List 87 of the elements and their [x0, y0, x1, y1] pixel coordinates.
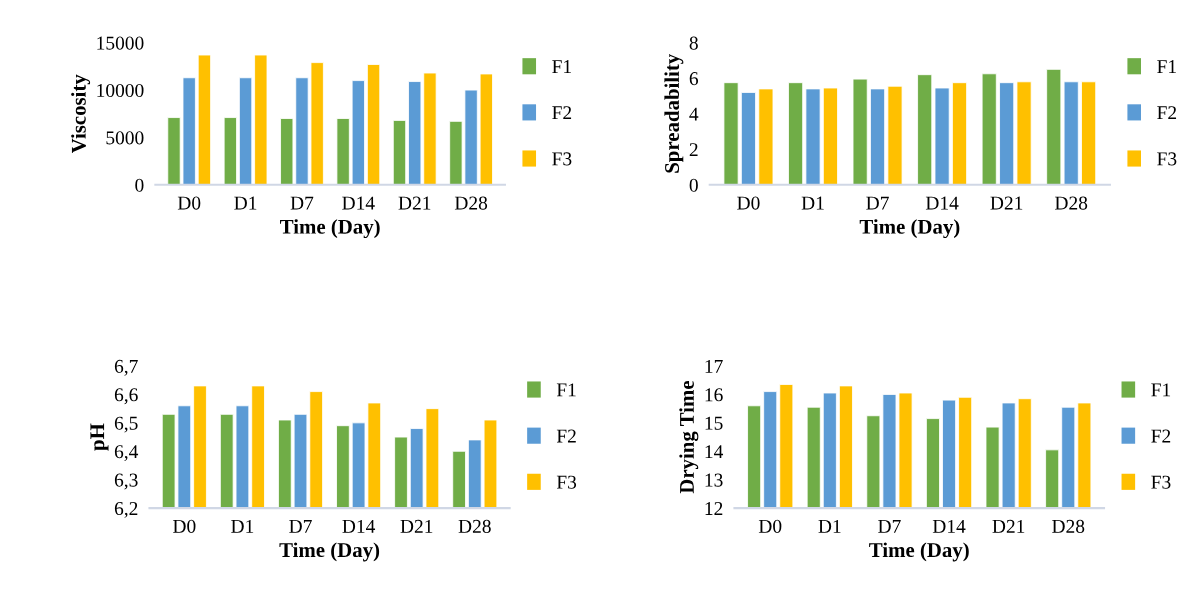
y-axis-title: Drying Time: [679, 380, 699, 494]
x-tick-label: D0: [173, 519, 196, 533]
bar: [952, 82, 968, 185]
bar: [197, 54, 212, 185]
legend-label: F3: [1151, 475, 1171, 489]
y-tick-label: 5000: [106, 131, 144, 145]
bar: [788, 82, 804, 185]
x-tick-label: D14: [342, 519, 376, 533]
legend-label: F3: [556, 475, 577, 489]
y-tick-label: 17: [705, 359, 723, 373]
y-tick-label: 13: [705, 473, 723, 487]
legend-label: F3: [552, 152, 572, 166]
x-tick-label: D14: [932, 519, 966, 533]
x-tick-label: D0: [177, 196, 201, 210]
legend-label: F1: [552, 60, 571, 73]
x-tick-label: D7: [290, 196, 314, 210]
x-tick-label: D28: [458, 519, 491, 533]
y-tick-label: 6,7: [114, 359, 138, 376]
bar: [981, 73, 997, 185]
bar: [870, 88, 886, 185]
x-axis-title: Time (Day): [280, 219, 380, 239]
x-tick-label: D21: [992, 519, 1025, 533]
x-tick-label: D7: [289, 520, 312, 533]
legend-label: F1: [1157, 60, 1176, 73]
legend-label: F2: [552, 106, 572, 120]
bar: [392, 119, 407, 185]
bar: [254, 54, 268, 185]
bar: [238, 77, 253, 185]
x-tick-label: D21: [398, 196, 431, 210]
x-axis-title: Time (Day): [859, 219, 960, 239]
bar: [805, 88, 821, 185]
y-tick-label: 6: [689, 72, 699, 86]
y-axis-title: Spreadability: [664, 53, 684, 173]
x-tick-label: D7: [878, 520, 901, 533]
x-tick-label: D28: [454, 196, 488, 210]
y-tick-label: 16: [705, 388, 723, 402]
y-tick-label: 8: [689, 36, 698, 50]
legend-label: F2: [556, 429, 576, 443]
bar: [723, 82, 739, 185]
y-tick-label: 2: [689, 143, 698, 157]
bar: [934, 87, 950, 185]
x-tick-label: D1: [231, 519, 254, 533]
y-tick-label: 0: [689, 178, 698, 192]
x-tick-label: D21: [990, 196, 1023, 210]
y-tick-label: 14: [705, 445, 724, 459]
y-tick-label: 6,6: [114, 388, 138, 405]
x-tick-label: D14: [342, 196, 375, 210]
y-tick-label: 15000: [97, 36, 144, 50]
bar: [887, 85, 903, 185]
y-tick-label: 10000: [97, 83, 144, 98]
bar: [852, 78, 868, 185]
y-tick-label: 6,3: [114, 473, 138, 490]
y-axis-title: pH: [90, 423, 109, 451]
x-tick-label: D21: [400, 519, 433, 533]
y-tick-label: 6,4: [114, 445, 139, 462]
bar: [740, 92, 756, 185]
legend-label: F2: [1157, 106, 1177, 120]
bar: [917, 74, 933, 185]
bar: [999, 82, 1015, 185]
bar: [822, 87, 838, 185]
y-tick-label: 0: [135, 178, 144, 192]
x-tick-label: D0: [737, 196, 760, 210]
y-tick-label: 12: [705, 502, 723, 515]
legend-label: F3: [1157, 152, 1177, 166]
y-tick-label: 15: [705, 416, 723, 430]
x-tick-label: D28: [1052, 519, 1085, 533]
x-tick-label: D0: [758, 519, 782, 533]
bar: [1081, 81, 1097, 185]
y-tick-label: 6,2: [114, 502, 138, 518]
legend-label: F2: [1151, 429, 1171, 443]
bar: [758, 88, 774, 185]
bar: [223, 117, 237, 185]
bar: [366, 64, 381, 185]
x-tick-label: D1: [801, 196, 824, 210]
legend-label: F1: [556, 383, 576, 397]
x-tick-label: D14: [925, 196, 959, 210]
x-axis-title: Time (Day): [869, 542, 969, 562]
x-tick-label: D1: [234, 196, 257, 210]
y-tick-label: 4: [689, 107, 699, 121]
bar: [1016, 81, 1032, 185]
x-tick-label: D7: [866, 196, 889, 210]
legend-label: F1: [1151, 383, 1171, 397]
x-axis-title: Time (Day): [279, 542, 380, 562]
x-tick-label: D28: [1055, 196, 1088, 210]
y-tick-label: 6,5: [114, 416, 138, 433]
y-axis-title: Viscosity: [71, 74, 91, 154]
x-tick-label: D1: [818, 519, 841, 533]
